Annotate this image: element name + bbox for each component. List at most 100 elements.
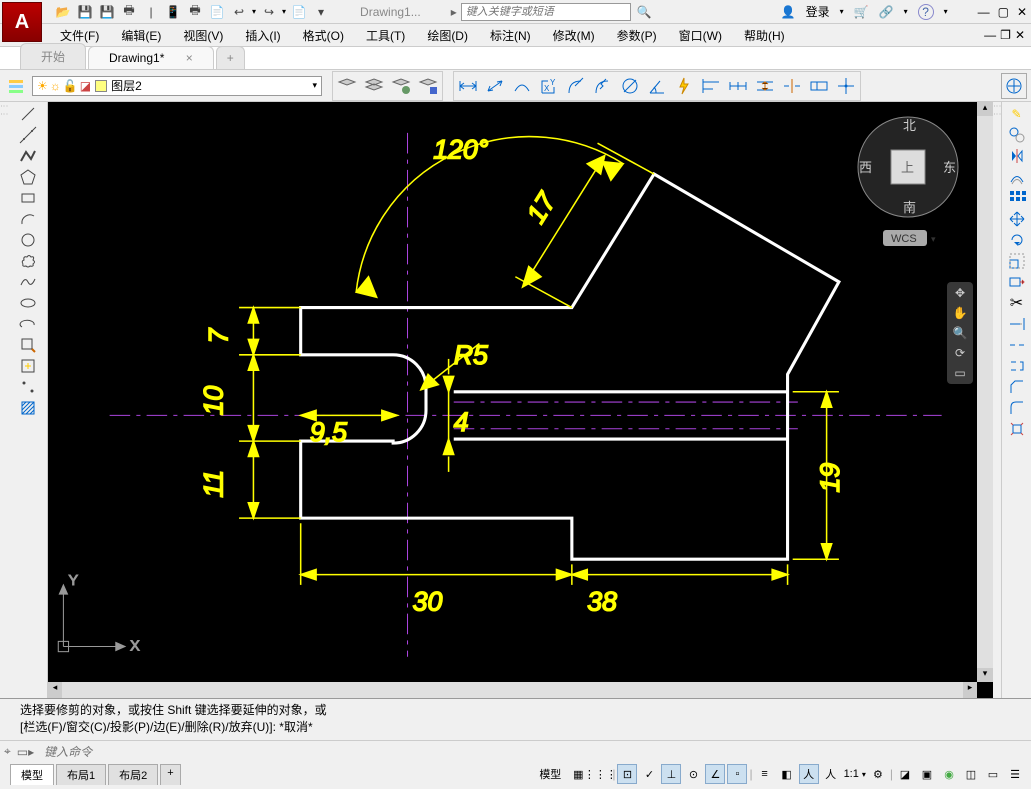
redo-dd-icon[interactable]: ▾ bbox=[282, 7, 286, 16]
polygon-icon[interactable] bbox=[19, 168, 37, 186]
layout-tab-add[interactable]: + bbox=[160, 764, 180, 785]
insert-icon[interactable] bbox=[19, 336, 37, 354]
layer-tool3-icon[interactable] bbox=[388, 73, 414, 99]
mdi-restore-button[interactable]: ❐ bbox=[1000, 28, 1011, 42]
qprops-icon[interactable]: ◪ bbox=[895, 764, 915, 784]
undo-icon[interactable]: ↩ bbox=[230, 3, 248, 21]
ortho-icon[interactable]: ⊥ bbox=[661, 764, 681, 784]
mobile-icon[interactable]: 📱 bbox=[164, 3, 182, 21]
share-dd-icon[interactable]: ▾ bbox=[904, 7, 908, 16]
polar-icon[interactable]: ⊙ bbox=[683, 764, 703, 784]
layer-dropdown[interactable]: ☀ ☼ 🔓 ◪ 图层2 ▾ bbox=[32, 76, 322, 96]
zoom-icon[interactable]: 🔍 bbox=[953, 326, 968, 340]
offset-icon[interactable] bbox=[1008, 168, 1026, 186]
app-logo[interactable]: A bbox=[2, 2, 42, 42]
cmd-recent-icon[interactable]: ▭▸ bbox=[17, 745, 34, 759]
clean-icon[interactable]: ▭ bbox=[983, 764, 1003, 784]
layer-tool4-icon[interactable] bbox=[415, 73, 441, 99]
drawing-canvas[interactable]: 120° 17 7 10 bbox=[48, 102, 993, 698]
join-icon[interactable] bbox=[1008, 357, 1026, 375]
dynamic-icon[interactable]: ✓ bbox=[639, 764, 659, 784]
menu-tools[interactable]: 工具(T) bbox=[356, 25, 415, 46]
mdi-minimize-button[interactable]: — bbox=[984, 28, 996, 42]
vertical-scrollbar[interactable]: ▴▾ bbox=[977, 102, 993, 682]
gear-icon[interactable]: ⚙ bbox=[868, 764, 888, 784]
ducs-icon[interactable]: 人 bbox=[799, 764, 819, 784]
rectangle-icon[interactable] bbox=[19, 189, 37, 207]
login-link[interactable]: 登录 bbox=[806, 3, 830, 20]
redo-icon[interactable]: ↪ bbox=[260, 3, 278, 21]
pline-icon[interactable] bbox=[19, 147, 37, 165]
menu-draw[interactable]: 绘图(D) bbox=[417, 25, 478, 46]
hand-icon[interactable]: ✋ bbox=[953, 306, 968, 320]
dim-linear-icon[interactable] bbox=[455, 73, 481, 99]
hatch-icon[interactable] bbox=[19, 399, 37, 417]
dim-quick-icon[interactable] bbox=[671, 73, 697, 99]
tab-close-icon[interactable]: × bbox=[186, 51, 193, 65]
break-icon[interactable] bbox=[1008, 336, 1026, 354]
tab-drawing1[interactable]: Drawing1* × bbox=[88, 46, 214, 69]
customize-icon[interactable]: ☰ bbox=[1005, 764, 1025, 784]
showmotion-icon[interactable]: ▭ bbox=[954, 366, 965, 380]
trim-icon[interactable]: ✂ bbox=[1008, 294, 1026, 312]
dim-break-icon[interactable] bbox=[779, 73, 805, 99]
circle-icon[interactable] bbox=[19, 231, 37, 249]
tpy-icon[interactable]: ◧ bbox=[777, 764, 797, 784]
point-icon[interactable] bbox=[19, 378, 37, 396]
stretch-icon[interactable] bbox=[1008, 273, 1026, 291]
menu-edit[interactable]: 编辑(E) bbox=[111, 25, 171, 46]
binoculars-icon[interactable]: 🔍 bbox=[637, 5, 652, 19]
chamfer-icon[interactable] bbox=[1008, 378, 1026, 396]
menu-view[interactable]: 视图(V) bbox=[173, 25, 233, 46]
layer-props-icon[interactable] bbox=[4, 73, 30, 99]
otrack-icon[interactable]: ▫ bbox=[727, 764, 747, 784]
snap-icon[interactable]: ⋮⋮⋮ bbox=[590, 764, 610, 784]
xline-icon[interactable] bbox=[19, 126, 37, 144]
new-icon[interactable]: 📄 bbox=[208, 3, 226, 21]
menu-param[interactable]: 参数(P) bbox=[607, 25, 667, 46]
cart-icon[interactable]: 🛒 bbox=[854, 5, 869, 19]
horizontal-scrollbar[interactable]: ◂▸ bbox=[48, 682, 977, 698]
print-icon[interactable]: 🖶 bbox=[186, 3, 204, 21]
layer-tool2-icon[interactable] bbox=[361, 73, 387, 99]
help-icon[interactable]: ? bbox=[918, 4, 934, 20]
explode-icon[interactable] bbox=[1008, 420, 1026, 438]
share-icon[interactable]: 🔗 bbox=[879, 5, 894, 19]
block-icon[interactable] bbox=[19, 357, 37, 375]
arc-icon[interactable] bbox=[19, 210, 37, 228]
line-icon[interactable] bbox=[19, 105, 37, 123]
dim-ordinate-icon[interactable]: XY bbox=[536, 73, 562, 99]
osnap-icon[interactable]: ∠ bbox=[705, 764, 725, 784]
dim-space-icon[interactable] bbox=[752, 73, 778, 99]
open-icon[interactable]: 📂 bbox=[54, 3, 72, 21]
selcycle-icon[interactable]: ▣ bbox=[917, 764, 937, 784]
undo-dd-icon[interactable]: ▾ bbox=[252, 7, 256, 16]
user-icon[interactable]: 👤 bbox=[781, 5, 796, 19]
spline-icon[interactable] bbox=[19, 273, 37, 291]
copy-icon[interactable] bbox=[1008, 126, 1026, 144]
viewcube[interactable]: 北 南 东 西 上 WCS ▾ bbox=[853, 112, 963, 252]
pan-icon[interactable]: ✥ bbox=[955, 286, 965, 300]
saveas-icon[interactable]: 💾 bbox=[98, 3, 116, 21]
toolbar-grip-r[interactable]: ⋮⋮ bbox=[993, 102, 1001, 698]
menu-help[interactable]: 帮助(H) bbox=[734, 25, 795, 46]
mdi-close-button[interactable]: ✕ bbox=[1015, 28, 1025, 42]
layer-tool1-icon[interactable] bbox=[334, 73, 360, 99]
layout-tab-model[interactable]: 模型 bbox=[10, 764, 54, 785]
menu-modify[interactable]: 修改(M) bbox=[543, 25, 605, 46]
ellipse-icon[interactable] bbox=[19, 294, 37, 312]
array-icon[interactable] bbox=[1008, 189, 1026, 207]
status-model-button[interactable]: 模型 bbox=[534, 764, 566, 784]
tab-start[interactable]: 开始 bbox=[20, 43, 86, 69]
saveall-icon[interactable]: 🖶 bbox=[120, 3, 138, 21]
dim-inspect-icon[interactable] bbox=[1001, 73, 1027, 99]
dim-diameter-icon[interactable] bbox=[617, 73, 643, 99]
dim-arc-icon[interactable] bbox=[509, 73, 535, 99]
move-icon[interactable] bbox=[1008, 210, 1026, 228]
minimize-button[interactable]: — bbox=[978, 5, 990, 19]
rotate-icon[interactable] bbox=[1008, 231, 1026, 249]
layout-tab-2[interactable]: 布局2 bbox=[108, 764, 158, 785]
mirror-icon[interactable] bbox=[1008, 147, 1026, 165]
toolbar-grip[interactable]: ⋮⋮ bbox=[0, 102, 8, 698]
login-dd-icon[interactable]: ▾ bbox=[840, 7, 844, 16]
